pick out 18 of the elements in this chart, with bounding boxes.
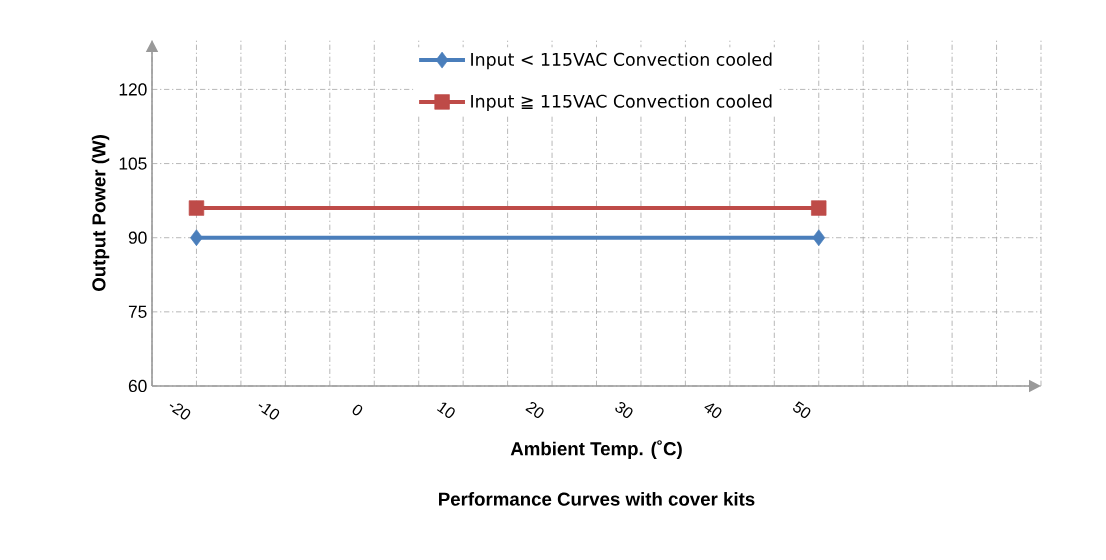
x-axis-title: Ambient Temp. (˚C): [510, 440, 682, 460]
y-tick-label: 60: [128, 379, 147, 393]
x-tick-label: 20: [525, 402, 544, 418]
x-tick-label: -20: [169, 403, 191, 420]
legend-label: Input ≧ 115VAC Convection cooled: [471, 94, 772, 112]
x-tick-label: 50: [793, 401, 811, 418]
y-tick-label: 120: [119, 83, 147, 96]
y-tick-label: 75: [128, 305, 147, 318]
x-tick-label: 10: [436, 402, 455, 418]
x-tick-label: 30: [615, 402, 633, 418]
y-tick-label: 90: [128, 231, 147, 244]
x-tick-label: -10: [258, 404, 280, 420]
y-axis-title: Output Power (W): [91, 135, 110, 292]
x-tick-label: 40: [704, 403, 722, 418]
text: Performance Curves with cover kits: [439, 492, 755, 506]
y-tick-label: 105: [119, 157, 147, 170]
x-tick-label: 0: [352, 404, 363, 416]
legend-label: Input < 115VAC Convection cooled: [471, 52, 772, 70]
